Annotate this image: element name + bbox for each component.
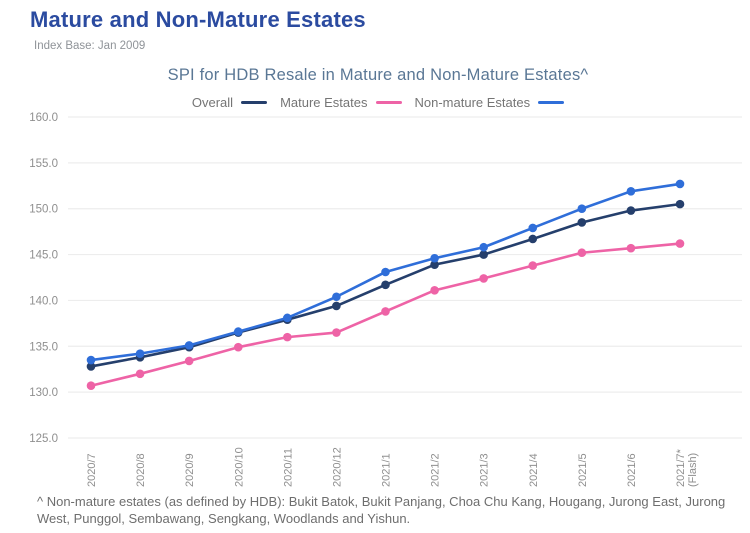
- x-tick-label: 2021/5: [577, 453, 589, 487]
- data-point-non-mature-estates[interactable]: [233, 327, 243, 336]
- x-tick-label: 2020/11: [282, 448, 294, 487]
- page-title: Mature and Non-Mature Estates: [30, 7, 366, 32]
- chart-title: SPI for HDB Resale in Mature and Non-Mat…: [167, 66, 589, 84]
- legend-line-swatch: [241, 100, 268, 105]
- y-tick-label: 130.0: [29, 387, 58, 399]
- data-point-overall[interactable]: [577, 218, 587, 227]
- x-tick-label: 2020/10: [233, 447, 245, 487]
- data-point-mature-estates[interactable]: [283, 332, 292, 342]
- legend-item-overall[interactable]: Overall: [191, 95, 268, 110]
- data-point-mature-estates[interactable]: [528, 261, 538, 270]
- data-point-mature-estates[interactable]: [184, 356, 194, 366]
- x-tick-label: 2021/4: [528, 453, 540, 487]
- data-point-overall[interactable]: [381, 280, 390, 290]
- data-point-overall[interactable]: [479, 250, 488, 259]
- data-point-non-mature-estates[interactable]: [184, 341, 194, 350]
- legend-line-swatch: [375, 100, 402, 105]
- data-point-mature-estates[interactable]: [332, 328, 341, 337]
- data-point-mature-estates[interactable]: [86, 381, 96, 391]
- y-tick-label: 135.0: [29, 341, 58, 353]
- x-tick-label: 2021/6: [626, 453, 638, 487]
- legend-line-swatch: [538, 100, 565, 105]
- data-point-non-mature-estates[interactable]: [528, 223, 538, 233]
- y-tick-label: 140.0: [29, 295, 58, 307]
- x-tick-label: 2020/9: [184, 453, 196, 487]
- data-point-overall[interactable]: [675, 199, 685, 209]
- data-point-mature-estates[interactable]: [135, 369, 145, 379]
- data-point-non-mature-estates[interactable]: [283, 313, 292, 323]
- legend-item-mature-estates[interactable]: Mature Estates: [280, 95, 402, 110]
- data-point-non-mature-estates[interactable]: [86, 355, 96, 365]
- y-tick-label: 150.0: [29, 204, 58, 216]
- data-point-mature-estates[interactable]: [626, 243, 636, 253]
- data-point-non-mature-estates[interactable]: [675, 179, 685, 189]
- y-tick-label: 160.0: [29, 112, 58, 124]
- legend-item-non-mature-estates[interactable]: Non-mature Estates: [415, 95, 565, 110]
- data-point-overall[interactable]: [86, 362, 96, 371]
- data-point-non-mature-estates[interactable]: [332, 292, 341, 302]
- x-tick-label: 2021/7*(Flash): [675, 448, 699, 487]
- legend-label: Mature Estates: [280, 95, 368, 110]
- data-point-non-mature-estates[interactable]: [479, 242, 488, 252]
- data-point-non-mature-estates[interactable]: [430, 253, 439, 263]
- legend-label: Overall: [191, 95, 234, 110]
- data-point-non-mature-estates[interactable]: [381, 267, 390, 277]
- data-point-mature-estates[interactable]: [233, 342, 243, 352]
- data-point-mature-estates[interactable]: [381, 307, 390, 316]
- data-point-non-mature-estates[interactable]: [626, 186, 636, 196]
- index-base-label: Index Base: Jan 2009: [34, 40, 146, 52]
- chart-legend: Overall Mature Estates Non-mature Estates: [0, 95, 750, 110]
- legend-label: Non-mature Estates: [414, 95, 531, 110]
- data-point-non-mature-estates[interactable]: [135, 349, 145, 358]
- data-point-non-mature-estates[interactable]: [577, 204, 587, 214]
- data-point-mature-estates[interactable]: [577, 248, 587, 258]
- spi-line-chart[interactable]: 160.0 155.0 150.0 145.0 140.0 135.0 130.0 125.0…: [0, 110, 750, 495]
- x-tick-label: 2021/3: [479, 453, 491, 487]
- data-point-mature-estates[interactable]: [430, 286, 439, 295]
- data-point-mature-estates[interactable]: [479, 274, 488, 283]
- data-point-overall[interactable]: [626, 206, 636, 215]
- data-point-overall[interactable]: [430, 260, 439, 269]
- data-point-overall[interactable]: [528, 234, 538, 244]
- footnote: ^ Non-mature estates (as defined by HDB)…: [37, 494, 726, 527]
- data-point-mature-estates[interactable]: [675, 239, 685, 248]
- y-tick-label: 155.0: [29, 158, 58, 170]
- y-tick-label: 145.0: [29, 250, 58, 262]
- x-tick-label: 2020/7: [86, 453, 98, 487]
- y-tick-label: 125.0: [29, 433, 58, 445]
- x-tick-label: 2021/2: [430, 453, 442, 487]
- data-point-overall[interactable]: [332, 301, 341, 311]
- x-tick-label: 2020/12: [331, 447, 343, 487]
- x-tick-label: 2021/1: [381, 453, 393, 487]
- x-tick-label: 2020/8: [135, 453, 147, 487]
